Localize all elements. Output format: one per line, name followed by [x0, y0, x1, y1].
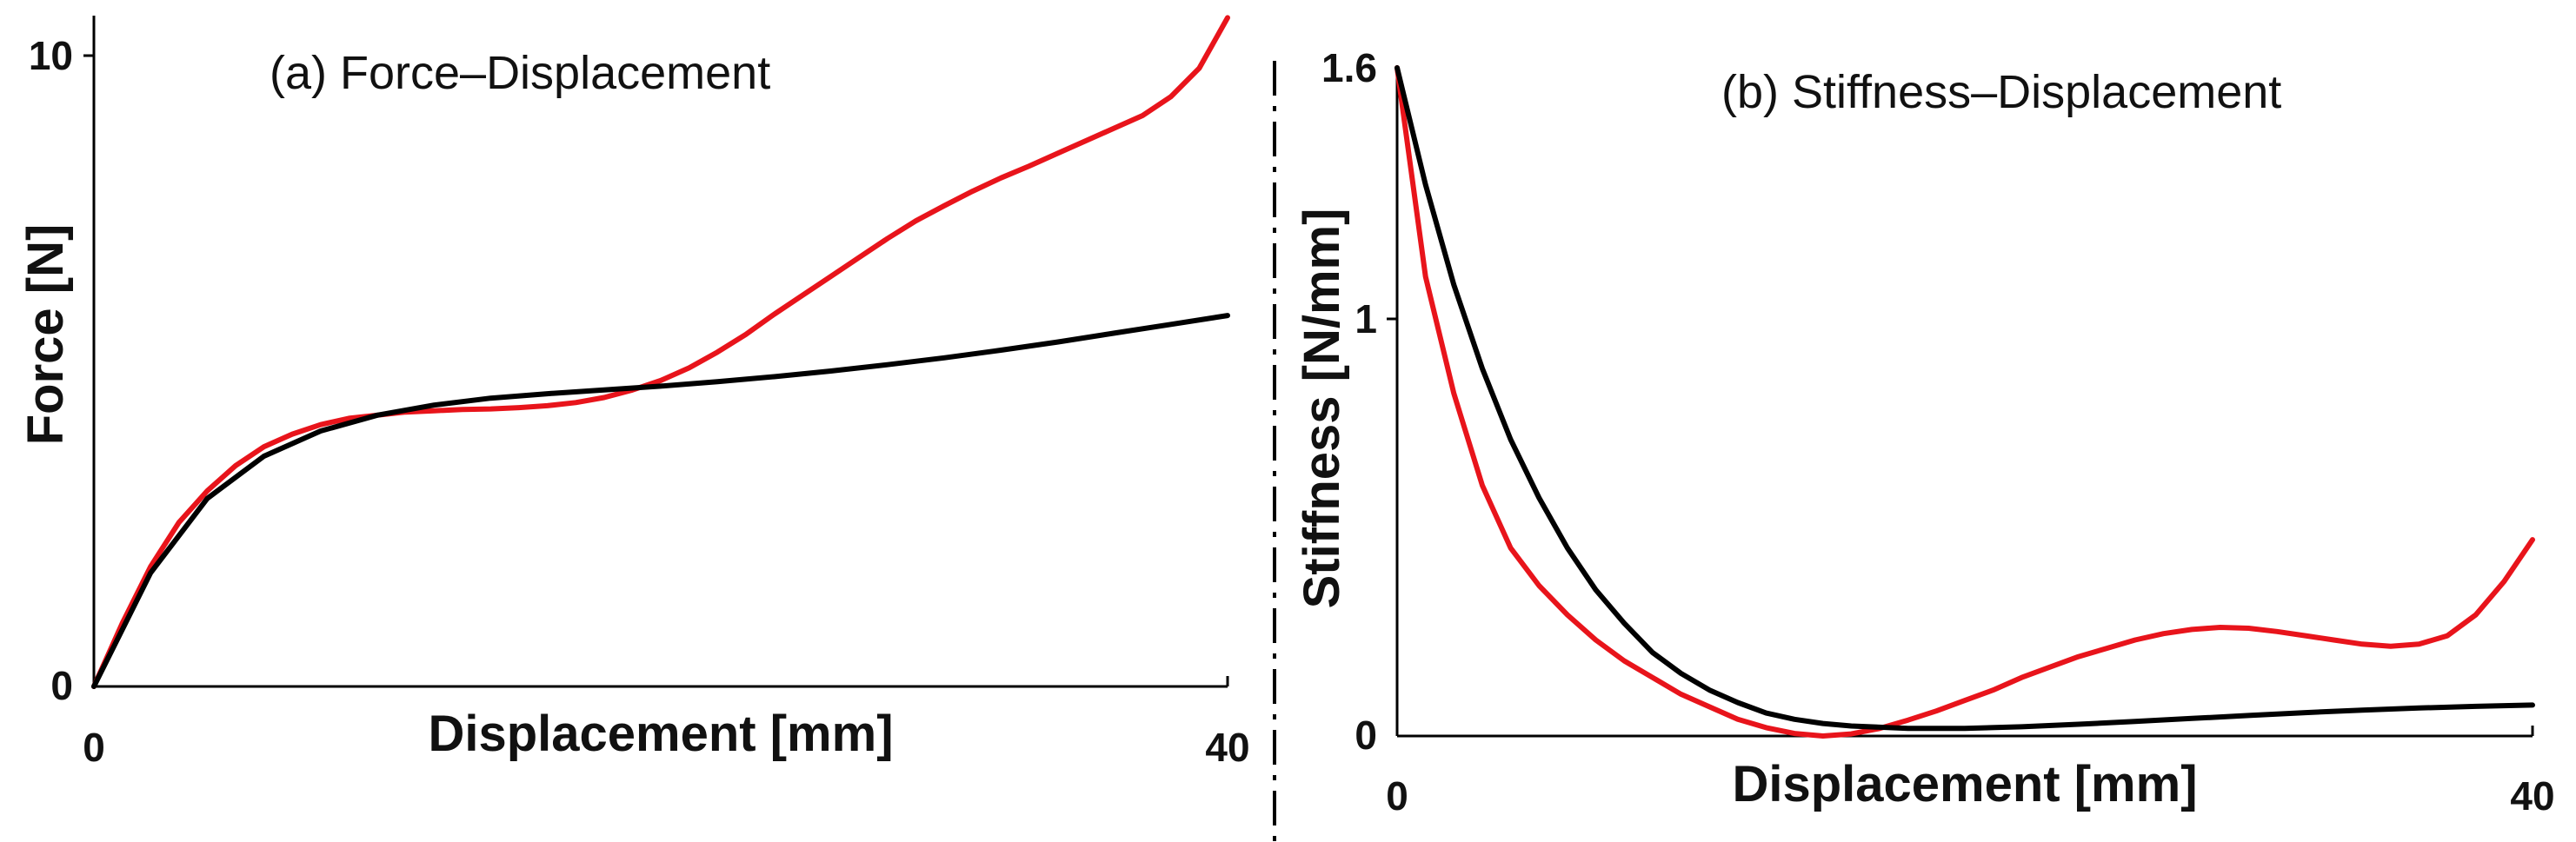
panel-b-series-red	[1395, 65, 2535, 739]
panel-b-ytick-label-mid: 1	[1355, 296, 1377, 341]
panel-a-ytick-label-top: 10	[29, 33, 73, 78]
panel-b-ytick-label-top: 1.6	[1321, 45, 1377, 90]
panel-b-title: (b) Stiffness–Displacement	[1721, 66, 2281, 118]
panel-b-ytick-label-bottom: 0	[1355, 713, 1377, 758]
panel-b-xtick-label-right: 40	[2510, 773, 2554, 819]
panel-a-y-label: Force [N]	[17, 224, 74, 446]
panel-a-xtick-label-left: 0	[83, 725, 105, 770]
panel-a-series-black	[91, 313, 1230, 689]
panel-a-xtick-label-right: 40	[1205, 725, 1249, 770]
panel-b-x-label: Displacement [mm]	[1732, 756, 2197, 812]
panel-a-series-red	[91, 15, 1230, 689]
panel-b-series-black	[1395, 65, 2535, 732]
panel-b-xtick-label-left: 0	[1386, 773, 1408, 819]
panel-a-title: (a) Force–Displacement	[270, 47, 770, 99]
panel-force-displacement: (a) Force–Displacement 10 0 0 40 Displac…	[17, 15, 1250, 770]
panel-a-x-label: Displacement [mm]	[428, 706, 893, 762]
panel-stiffness-displacement: (b) Stiffness–Displacement 1.6 1 0 0 40 …	[1294, 45, 2555, 819]
panel-b-y-label: Stiffness [N/mm]	[1294, 209, 1350, 609]
panel-a-ytick-label-bottom: 0	[50, 663, 73, 708]
